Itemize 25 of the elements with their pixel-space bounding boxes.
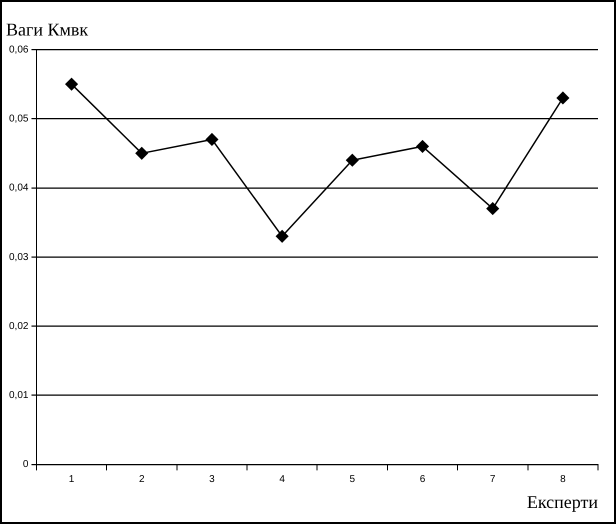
y-tick-label: 0,06	[8, 44, 29, 56]
point	[346, 154, 359, 166]
x-tick-label: 7	[490, 474, 496, 486]
x-tick-label: 5	[350, 474, 356, 486]
y-tick-label: 0	[22, 459, 29, 470]
point	[276, 230, 288, 243]
chart-title: Ваги Кмвк	[6, 20, 88, 40]
point	[486, 202, 499, 215]
y-tick-label: 0,01	[8, 390, 29, 402]
point	[206, 133, 218, 146]
x-tick-label: 6	[420, 474, 426, 486]
x-tick-label: 3	[209, 474, 216, 486]
point	[136, 147, 148, 160]
y-tick-label: 0,05	[8, 113, 29, 124]
x-axis-title: Експерти	[526, 492, 598, 512]
y-tick-label: 0,03	[8, 252, 29, 263]
y-tick-label: 0,04	[8, 182, 29, 194]
point	[556, 92, 570, 104]
x-tick-label: 2	[138, 474, 145, 486]
y-tick-label: 0,02	[8, 320, 29, 332]
x-tick-label: 1	[68, 474, 75, 486]
x-tick-label: 8	[560, 474, 566, 486]
x-tick-label: 4	[279, 474, 286, 486]
point	[65, 78, 78, 90]
point	[416, 140, 429, 153]
